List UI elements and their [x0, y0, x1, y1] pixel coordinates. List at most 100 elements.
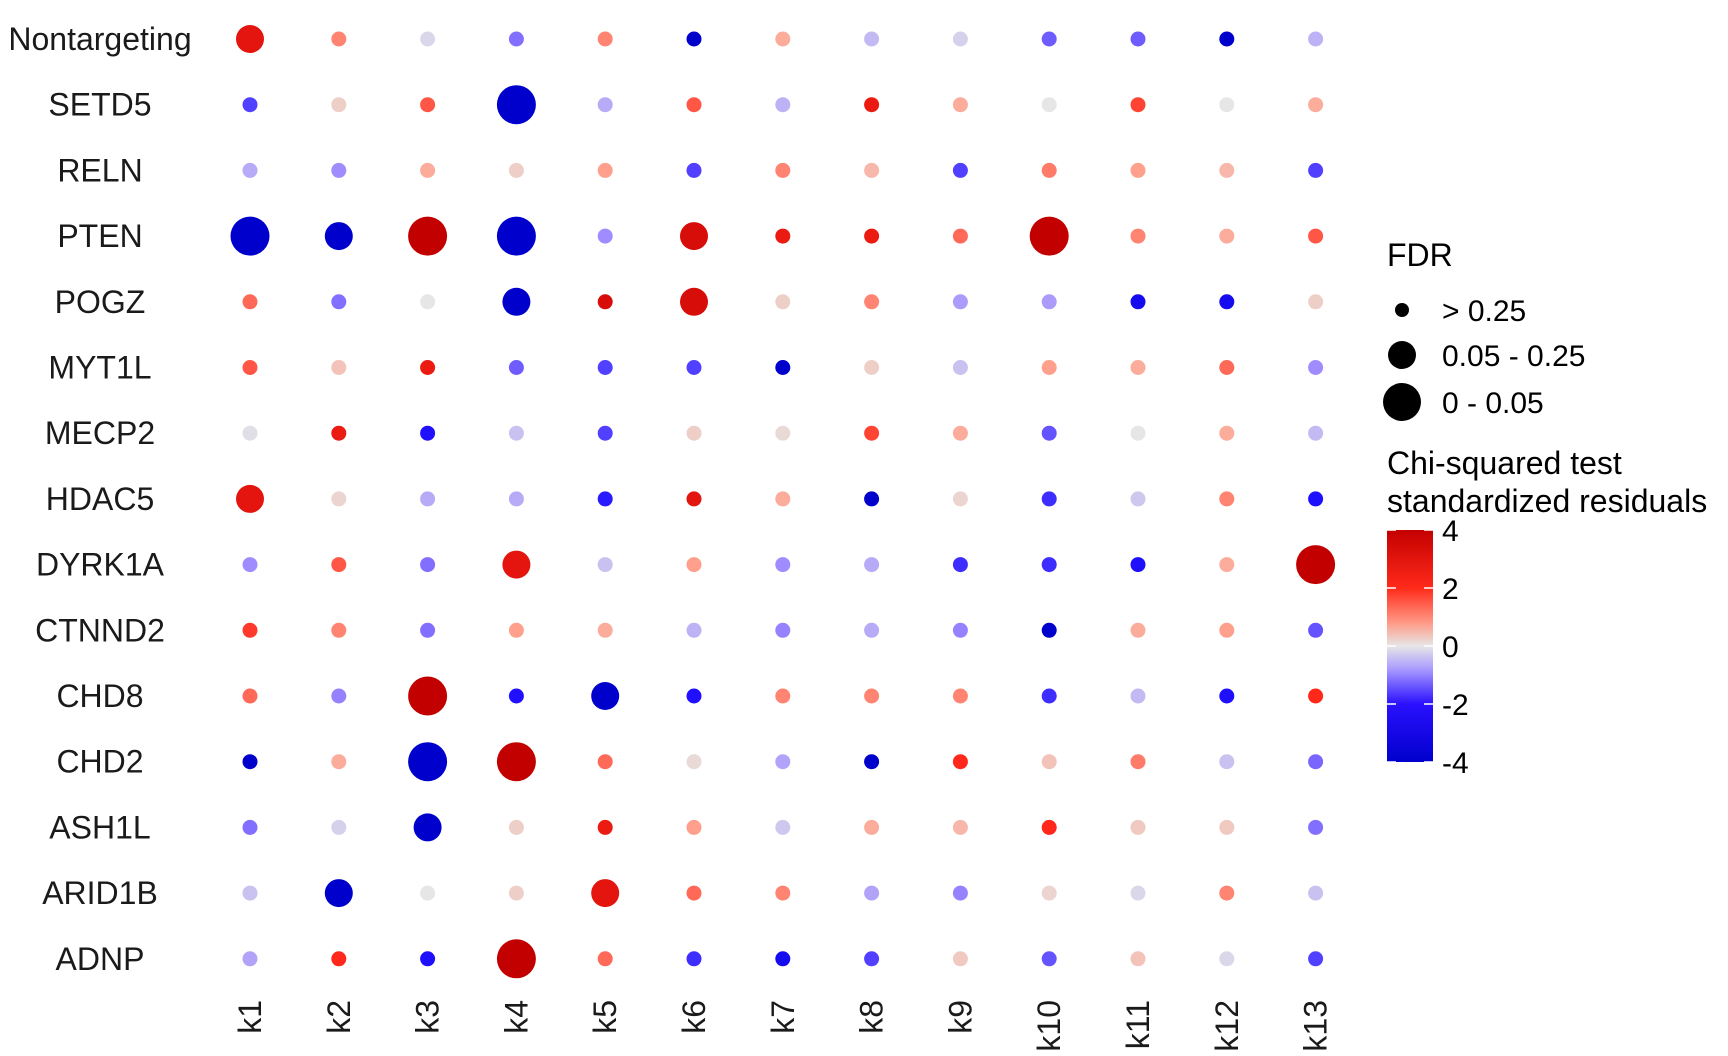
dot-ARID1B-k12: [1219, 885, 1235, 901]
dot-SETD5-k13: [1308, 97, 1324, 113]
dot-DYRK1A-k11: [1130, 557, 1146, 573]
dot-RELN-k13: [1308, 162, 1324, 178]
dot-MYT1L-k13: [1308, 360, 1324, 375]
dot-POGZ-k3: [420, 294, 436, 310]
dot-SETD5-k12: [1219, 97, 1235, 113]
row-label: ADNP: [56, 941, 145, 977]
dot-ADNP-k4: [496, 939, 536, 979]
dot-MYT1L-k1: [242, 360, 258, 375]
dot-POGZ-k6: [680, 287, 708, 316]
dot-MYT1L-k10: [1041, 360, 1057, 375]
dot-DYRK1A-k8: [864, 557, 880, 573]
dot-DYRK1A-k4: [502, 550, 531, 579]
dot-RELN-k10: [1041, 162, 1057, 178]
dot-ADNP-k1: [242, 951, 258, 967]
dot-CHD8-k5: [591, 682, 620, 710]
dot-ADNP-k13: [1308, 951, 1324, 967]
dot-CHD2-k7: [775, 754, 791, 770]
dot-Nontargeting-k2: [331, 31, 347, 47]
dot-POGZ-k4: [502, 287, 531, 316]
dot-DYRK1A-k10: [1041, 557, 1057, 573]
dot-Nontargeting-k4: [508, 31, 524, 47]
dot-DYRK1A-k7: [775, 557, 791, 573]
dot-DYRK1A-k5: [597, 557, 613, 573]
dot-MECP2-k12: [1219, 425, 1235, 441]
row-labels: Nontargeting SETD5 RELN PTEN POGZ MYT1L MECP2 H…: [8, 21, 191, 977]
dot-CTNND2-k9: [952, 622, 968, 638]
dot-SETD5-k1: [242, 97, 258, 113]
dot-DYRK1A-k6: [686, 557, 702, 573]
dot-HDAC5-k10: [1041, 491, 1057, 507]
dot-CHD2-k4: [496, 742, 536, 782]
dot-ARID1B-k7: [775, 885, 791, 901]
column-label: k8: [854, 1000, 890, 1034]
dot-Nontargeting-k11: [1130, 31, 1146, 47]
dot-ARID1B-k8: [864, 885, 880, 901]
dot-ARID1B-k2: [324, 879, 353, 908]
dot-POGZ-k5: [597, 294, 613, 310]
dot-ADNP-k6: [686, 951, 702, 967]
column-label: k5: [587, 1000, 623, 1034]
row-label: CHD2: [56, 744, 143, 780]
size-legend-label: 0.05 - 0.25: [1442, 340, 1585, 373]
dot-PTEN-k4: [496, 216, 536, 256]
dot-CHD8-k4: [508, 688, 524, 704]
dot-HDAC5-k12: [1219, 491, 1235, 507]
dot-CHD2-k3: [408, 742, 448, 782]
dot-MECP2-k4: [508, 425, 524, 441]
dot-RELN-k3: [420, 162, 436, 178]
dot-DYRK1A-k13: [1296, 545, 1336, 585]
dot-ASH1L-k3: [413, 813, 442, 842]
dot-SETD5-k7: [775, 97, 791, 113]
dot-ADNP-k8: [864, 951, 880, 967]
dot-ADNP-k12: [1219, 951, 1235, 967]
row-label: MYT1L: [48, 350, 151, 386]
color-tick-label: 2: [1442, 573, 1459, 606]
dot-RELN-k11: [1130, 162, 1146, 178]
dot-MYT1L-k8: [864, 360, 880, 375]
column-label: k6: [676, 1000, 712, 1034]
dot-RELN-k4: [508, 162, 524, 178]
row-label: RELN: [57, 152, 142, 188]
dot-ASH1L-k9: [952, 819, 968, 835]
dot-RELN-k5: [597, 162, 613, 178]
dot-DYRK1A-k3: [420, 557, 436, 573]
dot-ASH1L-k6: [686, 819, 702, 835]
dot-PTEN-k9: [952, 228, 968, 244]
dot-HDAC5-k2: [331, 491, 347, 507]
dot-POGZ-k7: [775, 294, 791, 310]
dot-HDAC5-k8: [864, 491, 880, 507]
dot-CHD8-k6: [686, 688, 702, 704]
dot-CTNND2-k11: [1130, 622, 1146, 638]
dot-CHD8-k13: [1308, 688, 1324, 704]
dot-ASH1L-k12: [1219, 819, 1235, 835]
dot-PTEN-k10: [1029, 216, 1069, 256]
dot-CTNND2-k13: [1308, 622, 1324, 638]
dot-MYT1L-k7: [775, 360, 791, 375]
dot-CHD8-k7: [775, 688, 791, 704]
size-legend-dot: [1383, 383, 1421, 421]
dot-CHD2-k2: [331, 754, 347, 770]
dot-RELN-k6: [686, 162, 702, 178]
legend: FDR > 0.25 0.05 - 0.25 0 - 0.05 Chi-square…: [1383, 237, 1707, 780]
dot-ASH1L-k4: [508, 819, 524, 835]
dot-ADNP-k11: [1130, 951, 1146, 967]
dot-RELN-k2: [331, 162, 347, 178]
dot-MYT1L-k3: [420, 360, 436, 375]
dot-RELN-k1: [242, 162, 258, 178]
dot-ARID1B-k11: [1130, 885, 1146, 901]
dot-SETD5-k8: [864, 97, 880, 113]
dot-POGZ-k11: [1130, 294, 1146, 310]
dot-ARID1B-k4: [508, 885, 524, 901]
dot-MYT1L-k11: [1130, 360, 1146, 375]
column-label: k7: [765, 1000, 801, 1034]
dot-SETD5-k2: [331, 97, 347, 113]
dot-PTEN-k13: [1308, 228, 1324, 244]
dot-CHD2-k13: [1308, 754, 1324, 770]
dot-SETD5-k4: [496, 85, 536, 125]
dot-CTNND2-k4: [508, 622, 524, 638]
dot-PTEN-k7: [775, 228, 791, 244]
size-legend-label: > 0.25: [1442, 295, 1526, 328]
dot-CTNND2-k6: [686, 622, 702, 638]
